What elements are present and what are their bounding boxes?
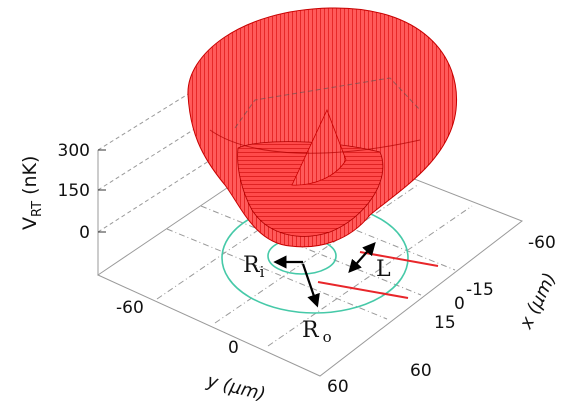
grid-line-v2 xyxy=(214,183,420,324)
x-tick-label: 15 xyxy=(434,313,456,333)
x-axis-label: x (μm) xyxy=(515,270,560,333)
y-tick-label: 60 xyxy=(327,377,349,397)
x-tick-label: -15 xyxy=(466,280,494,300)
surface-inner-floor xyxy=(237,141,384,237)
annotation-arrows xyxy=(273,242,376,308)
y-tick-label: 0 xyxy=(228,338,239,358)
z-tick-label: 0 xyxy=(79,223,90,243)
outer-radius-arrow xyxy=(301,263,320,308)
z-axis-label: VRT (nK) xyxy=(19,156,45,230)
surface-rim-shade xyxy=(209,129,421,154)
guide-line-upper xyxy=(359,251,439,267)
grid-line-v3 xyxy=(267,205,473,347)
grid-line-v1 xyxy=(156,159,362,300)
potential-surface xyxy=(187,7,458,248)
x-tick-label: 0 xyxy=(454,294,465,314)
surface-central-peak xyxy=(291,108,347,186)
grid-line-u2 xyxy=(200,205,422,296)
length-label: L xyxy=(376,257,391,282)
grid-line-u1 xyxy=(166,228,388,320)
y-axis-label: y (μm) xyxy=(204,370,268,403)
surface-top-dashes xyxy=(234,77,421,129)
inner-radius-label: Ri xyxy=(243,253,265,281)
x-tick-label: -60 xyxy=(528,233,556,253)
z-tick-label: 300 xyxy=(58,141,90,161)
length-arrow xyxy=(348,242,376,273)
z-tick-marks xyxy=(98,149,106,233)
guide-line-lower xyxy=(317,281,409,299)
y-tick-label: -60 xyxy=(116,298,144,318)
x-tick-label: 60 xyxy=(410,361,432,381)
z-tick-label: 150 xyxy=(58,181,90,201)
